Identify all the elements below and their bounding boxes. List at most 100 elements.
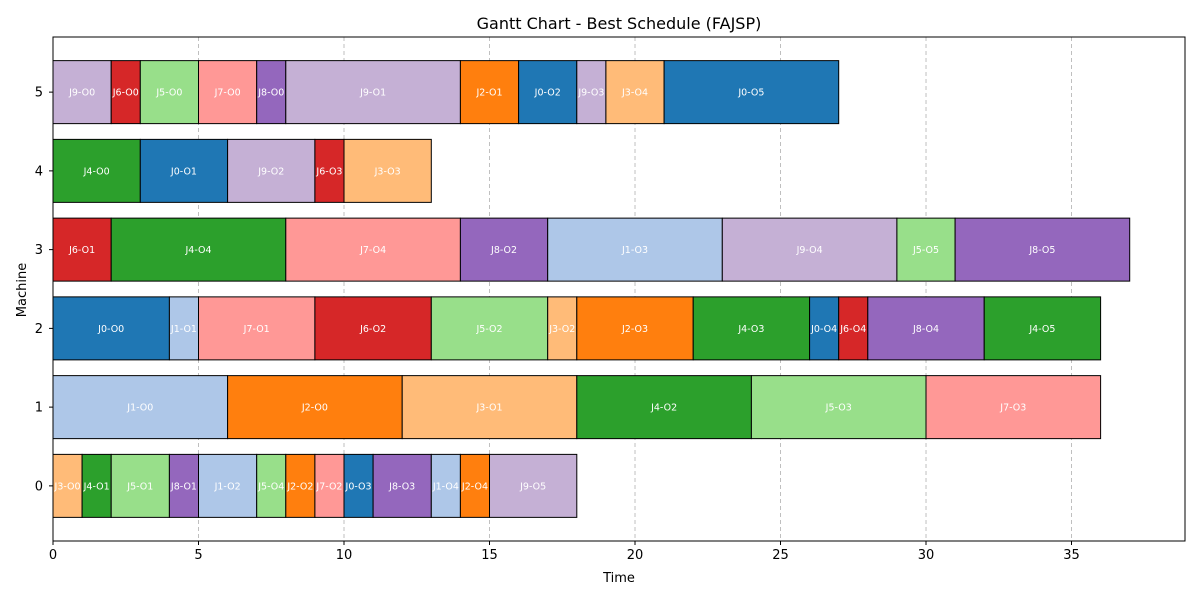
task-bar: J5-O0 — [139, 60, 200, 125]
task-bar: J7-O4 — [285, 217, 461, 282]
task-bar-rect — [256, 453, 287, 518]
task-bar-rect — [285, 453, 316, 518]
task-bar-rect — [52, 60, 112, 125]
task-bar-rect — [954, 217, 1131, 282]
task-bar-rect — [314, 453, 345, 518]
task-bar-label: J5-O5 — [912, 245, 939, 256]
task-bar: J3-O1 — [401, 375, 578, 440]
x-tick-label: 5 — [194, 548, 202, 563]
task-bar: J2-O4 — [459, 453, 491, 518]
task-bar-label: J4-O1 — [83, 481, 110, 492]
task-bar-label: J1-O4 — [432, 481, 459, 492]
task-bar-label: J0-O2 — [534, 88, 561, 99]
task-bar: J8-O2 — [459, 217, 549, 282]
task-bar: J9-O5 — [489, 453, 578, 518]
task-bar: J2-O2 — [285, 453, 316, 518]
task-bar-rect — [139, 60, 200, 125]
task-bar-rect — [227, 375, 403, 440]
y-tick-label: 0 — [35, 479, 43, 494]
task-bar-rect — [198, 453, 258, 518]
task-bar: J6-O3 — [314, 138, 345, 203]
task-bar: J1-O4 — [430, 453, 461, 518]
task-bar-label: J0-O4 — [810, 324, 837, 335]
task-bar: J0-O4 — [809, 296, 840, 361]
task-bar: J5-O3 — [750, 375, 927, 440]
task-bar-label: J8-O4 — [912, 324, 939, 335]
task-bar-label: J6-O1 — [68, 245, 95, 256]
task-bar-label: J4-O5 — [1028, 324, 1055, 335]
task-bar-rect — [692, 296, 811, 361]
task-bar: J4-O4 — [110, 217, 287, 282]
task-bar: J2-O1 — [459, 60, 520, 125]
task-bar-rect — [547, 296, 578, 361]
task-bar-label: J5-O0 — [155, 88, 182, 99]
task-bar: J0-O5 — [663, 60, 840, 125]
task-bar-label: J2-O4 — [461, 481, 488, 492]
x-tick-label: 35 — [1063, 548, 1080, 563]
task-bar-label: J9-O4 — [796, 245, 823, 256]
task-bar-rect — [110, 217, 287, 282]
y-axis-label: Machine — [15, 263, 30, 317]
task-bar: J8-O3 — [372, 453, 432, 518]
task-bar-rect — [52, 453, 83, 518]
task-bar-rect — [314, 296, 432, 361]
task-bar-rect — [139, 138, 229, 203]
task-bar-label: J7-O3 — [999, 403, 1026, 414]
task-bar-label: J1-O1 — [170, 324, 197, 335]
task-bar-rect — [314, 138, 345, 203]
task-bar: J3-O3 — [343, 138, 432, 203]
task-bar-rect — [168, 296, 200, 361]
task-bar-label: J5-O4 — [257, 481, 284, 492]
task-bar-rect — [983, 296, 1102, 361]
task-bar: J0-O1 — [139, 138, 229, 203]
task-bar: J5-O5 — [896, 217, 956, 282]
task-bar-label: J7-O0 — [214, 88, 241, 99]
task-bar-rect — [489, 453, 578, 518]
task-bar-label: J3-O3 — [374, 166, 401, 177]
task-bar-rect — [227, 138, 316, 203]
task-bar-rect — [110, 60, 141, 125]
task-bar-label: J4-O4 — [184, 245, 211, 256]
task-bar: J8-O0 — [256, 60, 287, 125]
task-bar-label: J5-O2 — [475, 324, 502, 335]
task-bar-label: J3-O4 — [621, 88, 648, 99]
task-bar: J9-O1 — [285, 60, 461, 125]
task-bar-rect — [663, 60, 840, 125]
task-bar-label: J7-O2 — [315, 481, 342, 492]
x-tick-label: 25 — [772, 548, 789, 563]
task-bar-rect — [518, 60, 578, 125]
task-bar: J0-O0 — [52, 296, 170, 361]
task-bar: J8-O5 — [954, 217, 1131, 282]
task-bar-label: J7-O4 — [359, 245, 386, 256]
task-bar: J8-O1 — [168, 453, 200, 518]
task-bar-rect — [430, 296, 549, 361]
task-bar: J5-O2 — [430, 296, 549, 361]
task-bar-label: J1-O2 — [214, 481, 241, 492]
task-bar-label: J9-O5 — [519, 481, 546, 492]
task-bar-rect — [605, 60, 665, 125]
task-bar-rect — [81, 453, 112, 518]
task-bar-label: J5-O1 — [126, 481, 153, 492]
task-bar: J7-O0 — [198, 60, 258, 125]
y-tick-label: 5 — [35, 86, 43, 101]
task-bar-label: J4-O0 — [83, 166, 110, 177]
task-bar-label: J5-O3 — [825, 403, 852, 414]
task-bar-rect — [459, 453, 491, 518]
task-bar-rect — [372, 453, 432, 518]
x-tick-label: 10 — [336, 548, 353, 563]
task-bar-label: J3-O1 — [475, 403, 502, 414]
task-bar-rect — [721, 217, 898, 282]
task-bars: J9-O0 J6-O0 J5-O0 J7-O0 J8-O0 J9-O1 J2-O1 J0-O2… — [52, 60, 1131, 518]
task-bar-label: J4-O3 — [737, 324, 764, 335]
task-bar: J6-O4 — [838, 296, 869, 361]
task-bar-label: J8-O0 — [257, 88, 284, 99]
task-bar-rect — [52, 296, 170, 361]
task-bar-rect — [459, 60, 520, 125]
task-bar: J1-O2 — [198, 453, 258, 518]
task-bar-label: J4-O2 — [650, 403, 677, 414]
y-tick-label: 4 — [35, 164, 43, 179]
task-bar: J6-O2 — [314, 296, 432, 361]
task-bar-label: J3-O2 — [548, 324, 575, 335]
task-bar: J1-O0 — [52, 375, 229, 440]
task-bar-label: J9-O0 — [68, 88, 95, 99]
